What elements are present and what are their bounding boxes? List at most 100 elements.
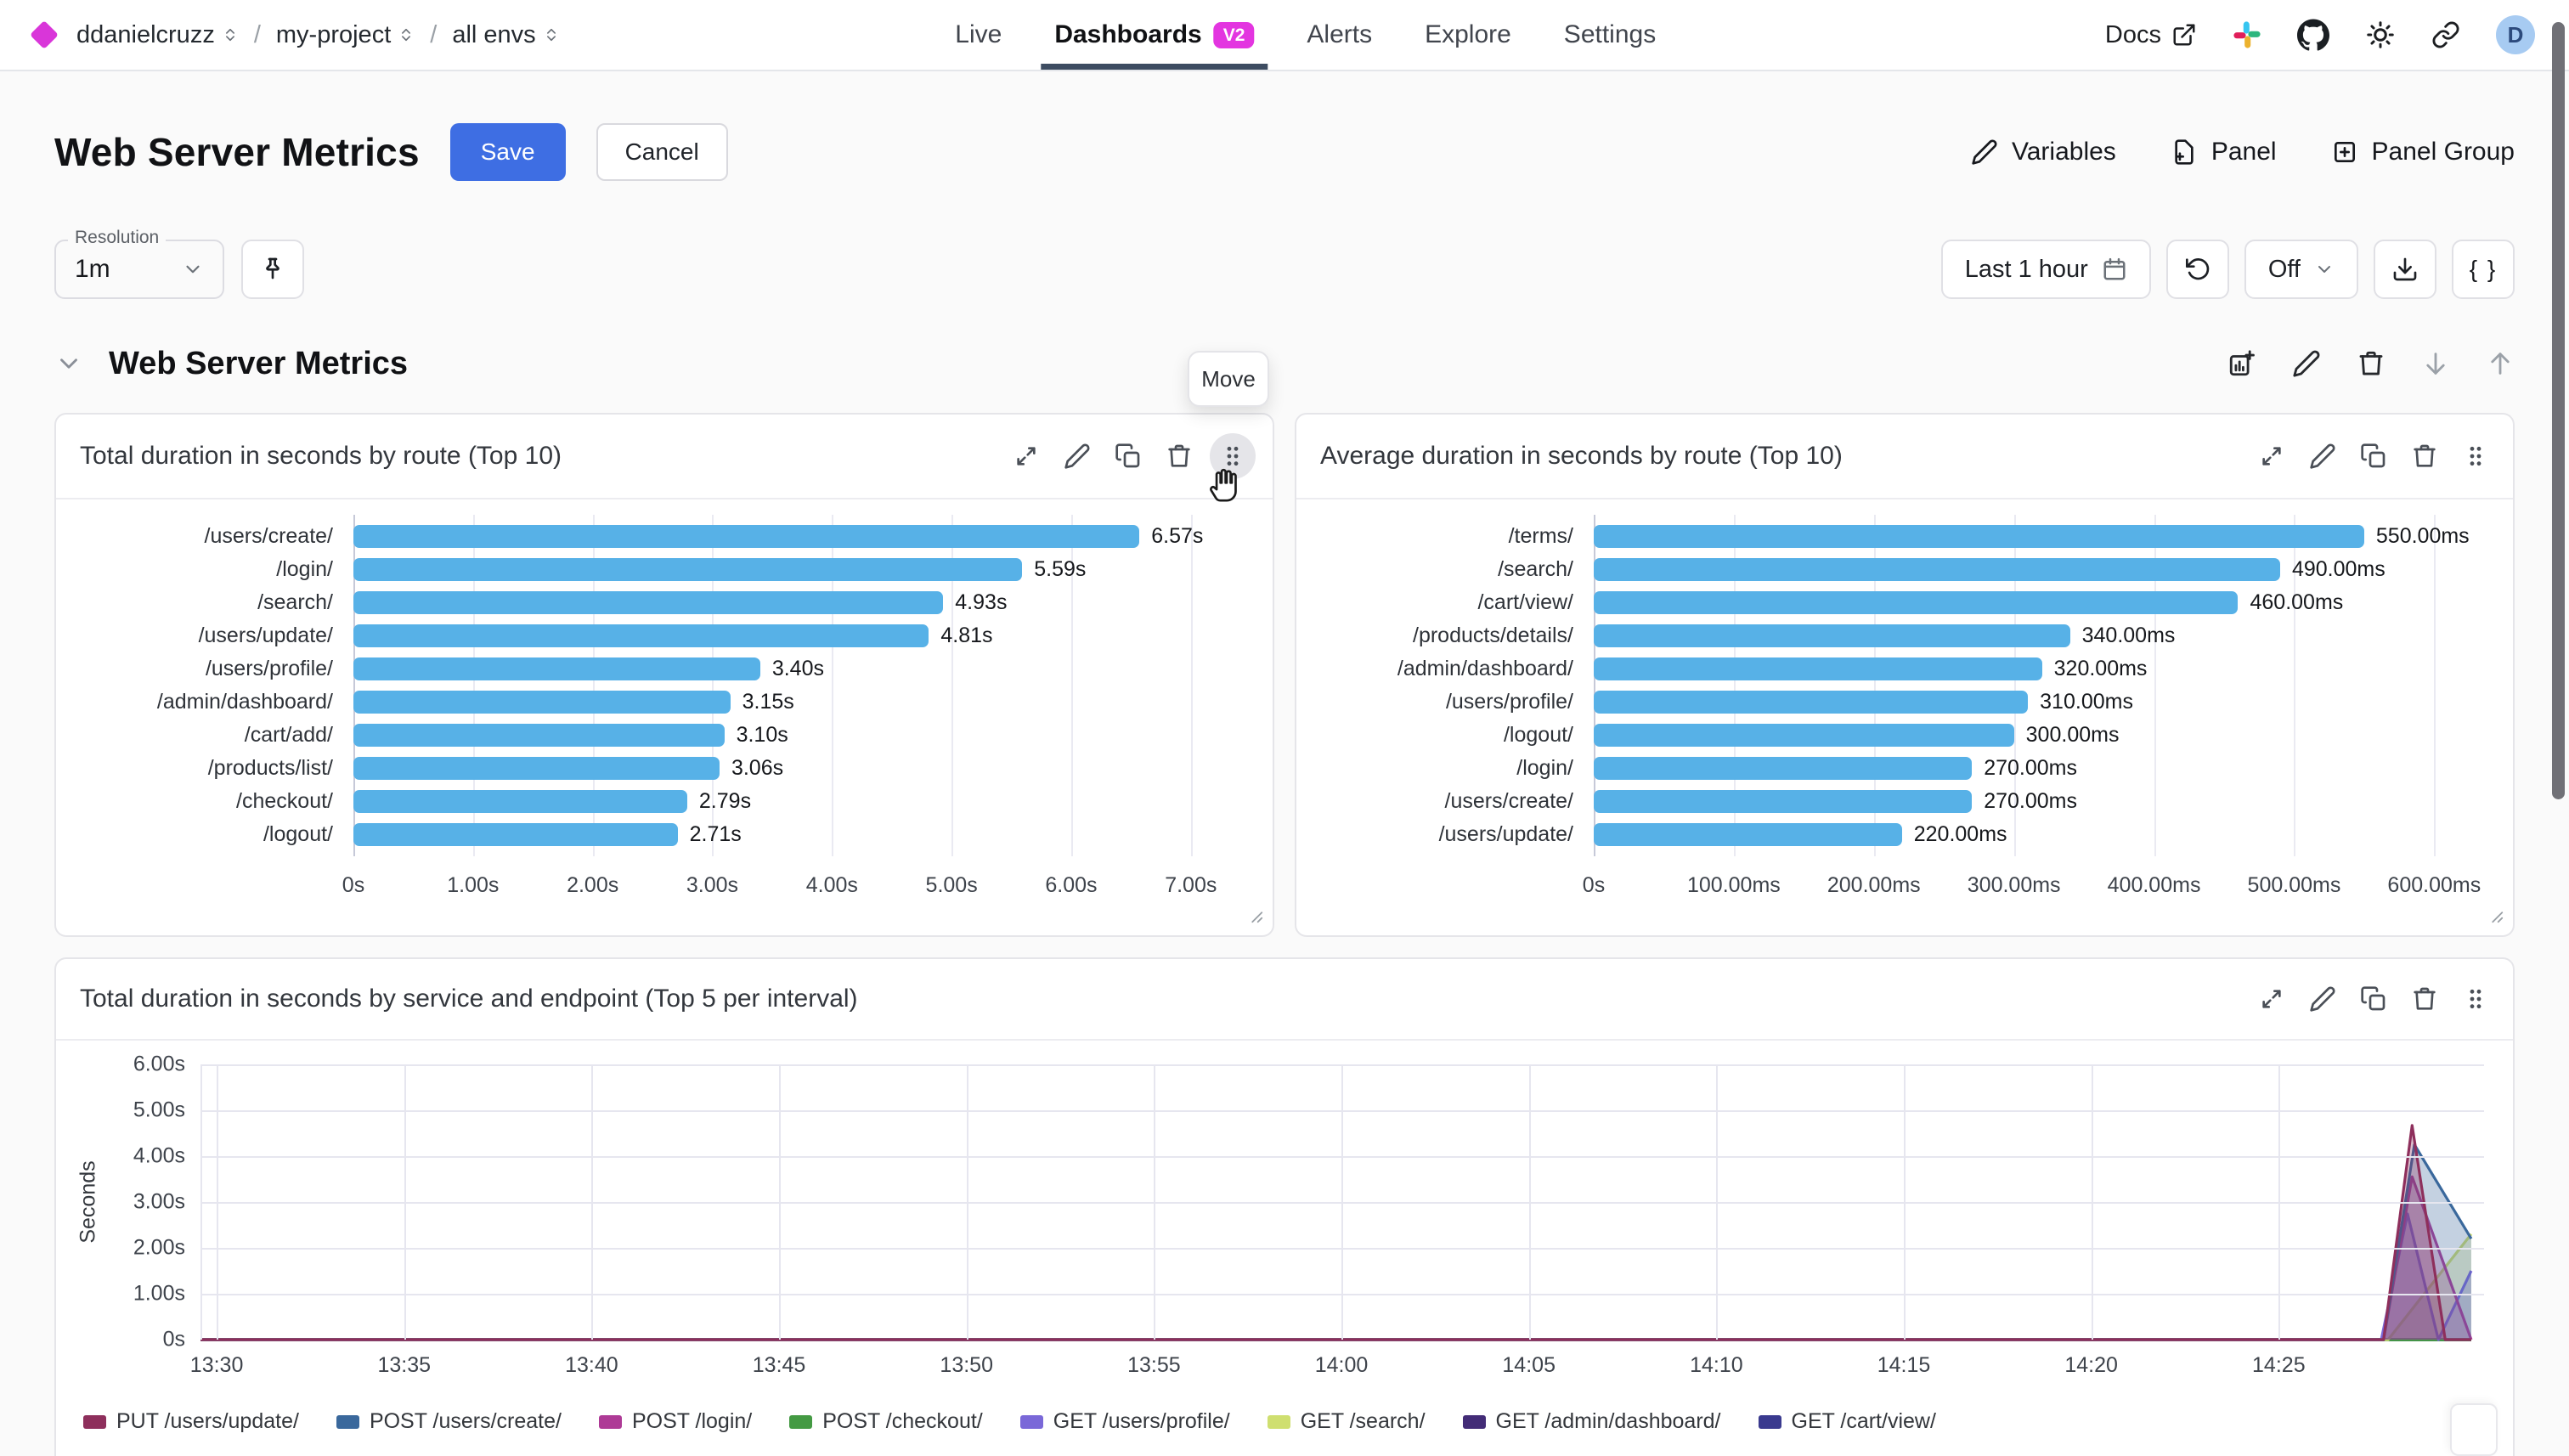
resolution-select[interactable]: Resolution 1m xyxy=(54,228,224,299)
cancel-button[interactable]: Cancel xyxy=(596,123,728,181)
time-range-button[interactable]: Last 1 hour xyxy=(1940,240,2151,299)
gridline xyxy=(591,1064,594,1340)
legend-item[interactable]: GET /admin/dashboard/ xyxy=(1462,1409,1721,1434)
bar[interactable] xyxy=(1594,558,2280,581)
bar-value-label: 340.00ms xyxy=(2081,624,2176,647)
bar[interactable] xyxy=(1594,691,2029,714)
expand-panel-button[interactable] xyxy=(2258,443,2285,470)
drag-handle[interactable] xyxy=(2462,985,2489,1013)
edit-panel-button[interactable] xyxy=(1064,443,1091,470)
duplicate-panel-button[interactable] xyxy=(1115,443,1142,470)
legend-item[interactable]: GET /users/profile/ xyxy=(1019,1409,1230,1434)
tab-settings[interactable]: Settings xyxy=(1563,20,1657,48)
resize-handle[interactable] xyxy=(2486,906,2504,928)
toolbar-right: Last 1 hour Off { } xyxy=(1940,240,2515,299)
bar[interactable] xyxy=(353,558,1023,581)
bar[interactable] xyxy=(1594,790,1973,813)
x-axis-tick: 7.00s xyxy=(1165,873,1217,897)
bar[interactable] xyxy=(1594,823,1902,846)
bar-value-label: 4.93s xyxy=(955,590,1008,614)
bar[interactable] xyxy=(1594,624,2070,647)
expand-panel-button[interactable] xyxy=(2258,985,2285,1013)
tab-live[interactable]: Live xyxy=(955,20,1002,48)
add-panel-button[interactable]: Panel xyxy=(2171,138,2277,166)
refresh-button[interactable] xyxy=(2165,240,2229,299)
delete-section-button[interactable] xyxy=(2357,349,2386,378)
tab-alerts[interactable]: Alerts xyxy=(1307,20,1373,48)
drag-handle[interactable] xyxy=(2462,443,2489,470)
series-line[interactable] xyxy=(200,1214,2471,1340)
bar[interactable] xyxy=(353,790,687,813)
bar[interactable] xyxy=(1594,724,2014,747)
project-selector[interactable]: my-project xyxy=(276,21,415,49)
duplicate-panel-button[interactable] xyxy=(2360,443,2387,470)
bar-row: /logout/300.00ms xyxy=(1318,719,2487,752)
bar[interactable] xyxy=(1594,525,2364,548)
x-axis-tick: 100.00ms xyxy=(1686,873,1781,897)
bar[interactable] xyxy=(1594,591,2239,614)
variables-button[interactable]: Variables xyxy=(1971,138,2116,166)
add-panel-group-button[interactable]: Panel Group xyxy=(2331,138,2515,166)
bar[interactable] xyxy=(353,624,929,647)
delete-panel-button[interactable] xyxy=(2411,443,2438,470)
bar[interactable] xyxy=(1594,657,2042,680)
series-line[interactable] xyxy=(200,1126,2471,1340)
panel-header: Total duration in seconds by route (Top … xyxy=(56,415,1273,499)
legend-item[interactable]: GET /search/ xyxy=(1267,1409,1426,1434)
bar[interactable] xyxy=(353,591,944,614)
bar[interactable] xyxy=(353,823,678,846)
share-link-icon[interactable] xyxy=(2431,20,2460,49)
move-section-down-button[interactable] xyxy=(2421,349,2450,378)
braces-icon: { } xyxy=(2469,256,2498,282)
pin-button[interactable] xyxy=(241,240,304,299)
tab-explore[interactable]: Explore xyxy=(1425,20,1511,48)
legend-item[interactable]: POST /users/create/ xyxy=(336,1409,562,1434)
series-line[interactable] xyxy=(200,1234,2471,1340)
docs-link[interactable]: Docs xyxy=(2105,21,2197,49)
calendar-icon xyxy=(2103,257,2126,280)
move-section-up-button[interactable] xyxy=(2486,349,2515,378)
github-icon[interactable] xyxy=(2297,19,2329,51)
delete-panel-button[interactable] xyxy=(2411,985,2438,1013)
bar[interactable] xyxy=(353,757,720,780)
edit-panel-button[interactable] xyxy=(2309,443,2336,470)
save-button[interactable]: Save xyxy=(449,123,566,181)
delete-panel-button[interactable] xyxy=(1166,443,1193,470)
legend-item[interactable]: POST /login/ xyxy=(598,1409,752,1434)
expand-panel-button[interactable] xyxy=(1013,443,1040,470)
panel-title: Total duration in seconds by service and… xyxy=(80,985,858,1013)
legend-swatch xyxy=(598,1414,622,1429)
collapse-chevron-icon[interactable] xyxy=(54,349,83,378)
bar[interactable] xyxy=(353,691,731,714)
y-axis-tick: 0s xyxy=(162,1327,185,1352)
bar-row: /terms/550.00ms xyxy=(1318,520,2487,553)
legend-item[interactable]: GET /cart/view/ xyxy=(1758,1409,1936,1434)
page-scrollbar[interactable] xyxy=(2552,22,2565,799)
edit-panel-button[interactable] xyxy=(2309,985,2336,1013)
download-button[interactable] xyxy=(2374,240,2436,299)
avatar[interactable]: D xyxy=(2496,15,2535,54)
bar-track: 300.00ms xyxy=(1594,719,2487,752)
legend-item[interactable]: POST /checkout/ xyxy=(789,1409,983,1434)
tab-dashboards[interactable]: Dashboards V2 xyxy=(1041,0,1268,70)
edit-section-button[interactable] xyxy=(2292,349,2321,378)
env-selector[interactable]: all envs xyxy=(452,21,559,49)
theme-toggle-sun-icon[interactable] xyxy=(2365,20,2396,50)
org-selector[interactable]: ddanielcruzz xyxy=(76,21,239,49)
gridline xyxy=(2294,515,2296,856)
json-button[interactable]: { } xyxy=(2452,240,2515,299)
resize-handle[interactable] xyxy=(1245,906,1264,928)
bar[interactable] xyxy=(1594,757,1973,780)
legend-item[interactable]: PUT /users/update/ xyxy=(83,1409,299,1434)
add-chart-button[interactable] xyxy=(2227,349,2256,378)
bar[interactable] xyxy=(353,525,1140,548)
env-name: all envs xyxy=(452,20,536,48)
duplicate-panel-button[interactable] xyxy=(2360,985,2387,1013)
auto-refresh-select[interactable]: Off xyxy=(2244,240,2358,299)
series-line[interactable] xyxy=(200,1145,2471,1340)
bar[interactable] xyxy=(353,657,760,680)
drag-handle[interactable] xyxy=(1210,433,1256,479)
slack-icon[interactable] xyxy=(2233,20,2261,49)
bar[interactable] xyxy=(353,724,725,747)
bar-track: 3.15s xyxy=(353,686,1247,719)
